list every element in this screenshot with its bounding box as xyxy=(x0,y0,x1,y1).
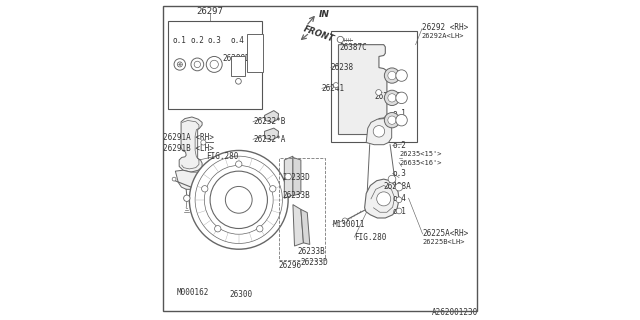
Text: 26238: 26238 xyxy=(331,63,354,72)
Text: 26232*B: 26232*B xyxy=(253,117,285,126)
Circle shape xyxy=(184,195,190,201)
Polygon shape xyxy=(293,204,303,246)
Text: IN: IN xyxy=(319,10,330,19)
Circle shape xyxy=(195,156,282,244)
Polygon shape xyxy=(264,128,278,140)
Circle shape xyxy=(337,36,344,43)
Text: 26288D: 26288D xyxy=(223,53,250,62)
Circle shape xyxy=(206,56,222,72)
Text: 26288A: 26288A xyxy=(384,182,412,191)
Circle shape xyxy=(342,218,348,223)
Circle shape xyxy=(225,187,252,213)
Circle shape xyxy=(396,92,407,104)
Text: 26387C: 26387C xyxy=(340,43,367,52)
Circle shape xyxy=(396,70,407,81)
Text: 26233B: 26233B xyxy=(297,247,325,256)
Text: o.3: o.3 xyxy=(207,36,221,45)
Circle shape xyxy=(189,150,288,249)
Text: 26292 <RH>: 26292 <RH> xyxy=(422,23,468,32)
Text: 26233D: 26233D xyxy=(301,258,328,267)
Text: 26288B: 26288B xyxy=(374,92,402,101)
Circle shape xyxy=(194,61,200,68)
Text: 26291A <RH>: 26291A <RH> xyxy=(163,133,214,142)
Text: M000162: M000162 xyxy=(177,288,209,297)
Circle shape xyxy=(385,68,399,83)
Text: 26296: 26296 xyxy=(278,261,301,270)
Text: FIG.280: FIG.280 xyxy=(206,152,239,161)
Text: A262001230: A262001230 xyxy=(431,308,478,317)
Polygon shape xyxy=(365,179,399,218)
Bar xyxy=(331,31,417,142)
Circle shape xyxy=(172,177,176,181)
Circle shape xyxy=(396,197,402,203)
Text: 26233B: 26233B xyxy=(283,190,310,200)
Text: 26225A<RH>: 26225A<RH> xyxy=(422,229,469,238)
Bar xyxy=(278,158,324,260)
Circle shape xyxy=(396,208,402,214)
Polygon shape xyxy=(366,119,392,145)
Text: o.1: o.1 xyxy=(393,109,406,118)
Circle shape xyxy=(388,116,396,124)
Text: M130011: M130011 xyxy=(333,220,365,229)
Text: o.1: o.1 xyxy=(173,36,187,45)
Text: 26292A<LH>: 26292A<LH> xyxy=(422,33,465,39)
Text: 26233D: 26233D xyxy=(283,173,310,182)
Bar xyxy=(231,56,245,76)
Circle shape xyxy=(377,192,391,206)
Polygon shape xyxy=(179,117,202,172)
Circle shape xyxy=(204,165,273,234)
Circle shape xyxy=(191,58,204,71)
Circle shape xyxy=(269,186,276,192)
Text: 26291B <LH>: 26291B <LH> xyxy=(163,144,214,153)
Text: o.2: o.2 xyxy=(190,36,204,45)
Text: 26225B<LH>: 26225B<LH> xyxy=(422,239,465,245)
Circle shape xyxy=(285,173,291,180)
Circle shape xyxy=(210,171,268,228)
Circle shape xyxy=(177,62,182,67)
Circle shape xyxy=(174,59,186,70)
Circle shape xyxy=(376,90,381,95)
Circle shape xyxy=(388,175,396,183)
Polygon shape xyxy=(301,209,310,244)
Polygon shape xyxy=(339,45,387,134)
Circle shape xyxy=(333,83,339,88)
Polygon shape xyxy=(284,156,293,198)
Circle shape xyxy=(236,78,241,84)
Polygon shape xyxy=(264,111,278,123)
Text: o.1: o.1 xyxy=(393,207,406,216)
Circle shape xyxy=(210,60,218,68)
Circle shape xyxy=(201,140,206,145)
Text: o.3: o.3 xyxy=(393,169,406,178)
Polygon shape xyxy=(175,170,200,189)
Circle shape xyxy=(257,226,263,232)
Text: 26241: 26241 xyxy=(322,84,345,93)
Circle shape xyxy=(395,183,403,191)
Text: o.2: o.2 xyxy=(393,141,406,150)
Circle shape xyxy=(202,186,208,192)
Circle shape xyxy=(388,94,396,102)
Text: 26300: 26300 xyxy=(230,290,253,299)
Circle shape xyxy=(214,226,221,232)
Bar xyxy=(246,34,263,72)
Circle shape xyxy=(385,113,399,128)
Text: 26635<16'>: 26635<16'> xyxy=(399,160,442,165)
Text: 26297: 26297 xyxy=(196,7,223,16)
Text: FRONT: FRONT xyxy=(302,25,335,44)
Bar xyxy=(168,21,262,109)
Text: o.4: o.4 xyxy=(393,194,406,204)
Text: 26235<15'>: 26235<15'> xyxy=(399,151,442,157)
Circle shape xyxy=(388,71,396,80)
Circle shape xyxy=(373,125,385,137)
Circle shape xyxy=(236,161,242,167)
Circle shape xyxy=(396,115,407,126)
Circle shape xyxy=(385,90,399,106)
Text: FIG.280: FIG.280 xyxy=(355,233,387,242)
Text: 26232*A: 26232*A xyxy=(253,135,285,144)
Text: o.4: o.4 xyxy=(231,36,244,45)
Polygon shape xyxy=(293,157,301,196)
